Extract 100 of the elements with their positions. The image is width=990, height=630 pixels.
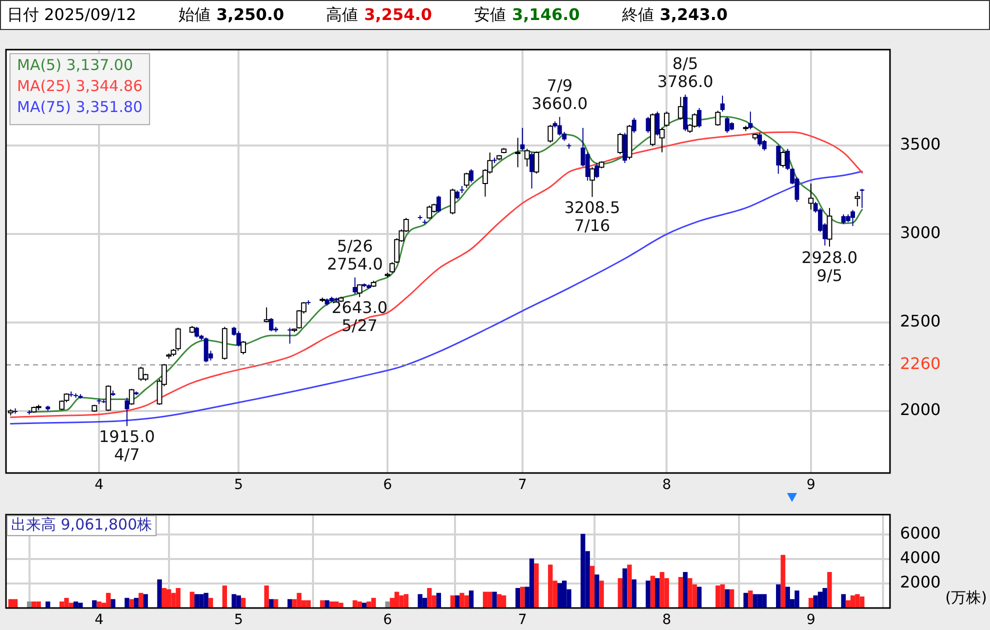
y-tick-label: 2500: [900, 312, 941, 331]
annotation: 9/5: [816, 266, 842, 285]
candlestick: [748, 111, 753, 130]
bar: [194, 594, 200, 608]
text: MA(5) 3,137.00: [17, 56, 134, 74]
bar: [162, 588, 167, 608]
candlestick: [860, 188, 864, 208]
annotation: 2928.0: [802, 248, 858, 267]
candlestick: [655, 111, 660, 136]
candlestick: [646, 116, 650, 134]
candlestick: [697, 108, 702, 128]
bar: [385, 602, 390, 608]
candlestick: [594, 162, 600, 179]
annotation: 8/5: [672, 54, 698, 73]
candlestick: [236, 330, 241, 347]
annotation: 1915.0: [98, 427, 155, 446]
annotation: 4/7: [114, 445, 140, 464]
y-tick-label: 2000: [900, 400, 941, 420]
y-tick-label: 3000: [900, 222, 941, 242]
bar: [208, 598, 214, 608]
bar: [468, 590, 474, 608]
chart-title: 日付 2025/09/12: [7, 4, 136, 26]
bar: [129, 599, 134, 608]
bar: [627, 564, 632, 608]
y-tick-label: 3500: [900, 134, 941, 154]
bar: [520, 586, 525, 608]
bar: [436, 592, 442, 608]
candlestick: [436, 195, 441, 214]
line-series: [10, 170, 863, 424]
bar: [482, 592, 488, 608]
bar: [618, 578, 622, 608]
candlestick: [720, 95, 725, 112]
bar: [724, 589, 730, 608]
x-tick-label: 4: [94, 477, 104, 494]
annotation: 3208.5: [564, 198, 620, 218]
x-tick-label: 6: [383, 477, 392, 494]
annotation: 3660.0: [532, 94, 588, 114]
y-tick-label: 4000: [900, 548, 941, 567]
bar: [134, 598, 139, 608]
annotation: 7/9: [546, 76, 573, 96]
annotation: 2643.0: [332, 298, 388, 318]
x-tick-label: 8: [662, 477, 672, 494]
x-tick-label: 9: [806, 477, 816, 494]
annotation: 5/26: [336, 236, 373, 256]
x-tick-label: 9: [806, 612, 816, 628]
x-tick-label: 7: [518, 477, 527, 494]
bar: [143, 594, 148, 608]
bar: [454, 595, 460, 608]
bar: [492, 592, 497, 608]
bar: [138, 592, 144, 608]
candlestick: [632, 117, 636, 134]
bar: [496, 594, 502, 608]
bar: [827, 572, 832, 608]
x-tick-label: 4: [94, 612, 104, 628]
annotation: 7/16: [574, 216, 610, 236]
bar: [650, 576, 656, 608]
candlestick: [785, 148, 790, 171]
bar: [599, 580, 604, 608]
y-tick-label: 2000: [900, 572, 941, 592]
bar: [678, 576, 683, 608]
text: 安値 3,146.0: [474, 4, 580, 24]
text: MA(25) 3,344.86: [17, 76, 143, 95]
bar: [594, 574, 600, 608]
bar: [841, 594, 846, 608]
bar: [646, 580, 650, 608]
bar: [287, 599, 292, 608]
text: 始値 3,250.0: [178, 4, 284, 24]
bar: [274, 599, 278, 608]
candlestick: [530, 152, 534, 189]
y-axis-title: (万株): [945, 588, 987, 606]
bar: [776, 584, 781, 608]
bar: [808, 598, 814, 608]
bar: [450, 595, 455, 608]
bar: [240, 598, 246, 608]
text: 終値 3,243.0: [622, 4, 728, 24]
bar: [696, 586, 702, 608]
bar: [515, 588, 520, 608]
bar: [622, 568, 628, 608]
ref-line-label: 2260: [900, 354, 941, 374]
bar: [222, 586, 228, 608]
bar: [748, 590, 753, 608]
candlestick: [776, 144, 781, 174]
chart-title: 出来高 9,061,800株: [11, 515, 152, 534]
annotation: 3786.0: [657, 72, 714, 91]
bar: [157, 579, 162, 608]
bar: [655, 578, 660, 608]
text: 高値 3,254.0: [326, 4, 432, 24]
annotation: 2754.0: [326, 254, 383, 274]
bar: [632, 579, 636, 608]
bar: [124, 598, 130, 608]
candlestick: [469, 168, 474, 183]
bar: [422, 598, 428, 608]
x-tick-label: 6: [383, 612, 392, 628]
y-tick-label: 6000: [900, 523, 941, 542]
bar: [264, 586, 269, 608]
x-tick-label: 5: [234, 477, 244, 494]
bar: [268, 599, 274, 608]
candlestick: [352, 276, 358, 295]
text: MA(75) 3,351.80: [17, 98, 143, 116]
bar: [682, 572, 688, 608]
